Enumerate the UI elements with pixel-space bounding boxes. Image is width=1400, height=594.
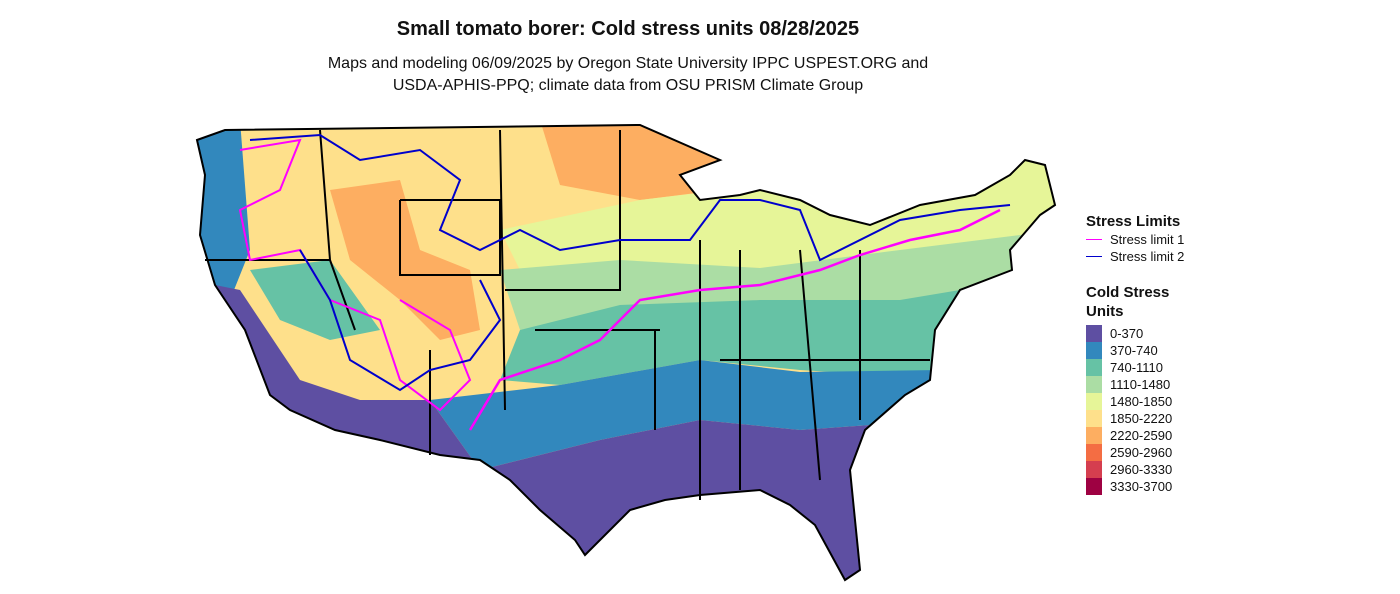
legend-label: 3330-3700 [1110, 479, 1173, 494]
legend-label: 1110-1480 [1110, 377, 1171, 392]
legend-swatch [1086, 478, 1102, 495]
legend-item: 1110-1480 [1086, 376, 1196, 393]
legend-label: 2220-2590 [1110, 428, 1173, 443]
map-fill [197, 125, 1055, 580]
legend-label: 2960-3330 [1110, 462, 1173, 477]
legend-item: 2590-2960 [1086, 444, 1196, 461]
legend-limits: Stress Limits Stress limit 1 Stress limit… [1086, 212, 1196, 265]
legend-swatch [1086, 342, 1102, 359]
legend-item: 740-1110 [1086, 359, 1196, 376]
legend-line [1086, 256, 1102, 257]
legend-title: Stress Limits [1086, 213, 1181, 230]
legend-swatch [1086, 410, 1102, 427]
legend-item: 2960-3330 [1086, 461, 1196, 478]
legend-units: Cold Stress Units 0-370 370-740 740-1110 11… [1086, 283, 1196, 495]
legend-item: 1480-1850 [1086, 393, 1196, 410]
legend-label: Stress limit 1 [1110, 232, 1185, 247]
stress-limit-1-contour [468, 208, 1001, 431]
legend-item: 3330-3700 [1086, 478, 1196, 495]
legend-item: 1850-2220 [1086, 410, 1196, 427]
title: Small tomato borer: Cold stress units 08… [396, 18, 860, 40]
legend-item: 2220-2590 [1086, 427, 1196, 444]
legend-item: 0-370 [1086, 325, 1196, 342]
stress-limit-2-contour [249, 133, 1011, 262]
legend-label: 1850-2220 [1110, 411, 1173, 426]
legend-swatch [1086, 325, 1102, 342]
legend-swatch [1086, 444, 1102, 461]
legend-label: 2590-2960 [1110, 445, 1173, 460]
legend-label: 0-370 [1110, 326, 1144, 341]
legend-title: Cold Stress Units [1086, 284, 1170, 320]
legend-swatch [1086, 427, 1102, 444]
legend-swatch [1086, 359, 1102, 376]
legend-label: 740-1110 [1110, 360, 1164, 375]
legend-swatch [1086, 393, 1102, 410]
stress-limit-2-contour [299, 249, 502, 392]
legend-item: Stress limit 1 [1086, 231, 1196, 248]
legend-item: 370-740 [1086, 342, 1196, 359]
legend-item: Stress limit 2 [1086, 248, 1196, 265]
legend-swatch [1086, 376, 1102, 393]
legend-label: 370-740 [1110, 343, 1158, 358]
legend-label: Stress limit 2 [1110, 249, 1185, 264]
legend-label: 1480-1850 [1110, 394, 1173, 409]
legend-items: 0-370 370-740 740-1110 1110-1480 1480-1850 18… [1086, 325, 1196, 495]
legend-line [1086, 239, 1102, 240]
subtitle: Maps and modeling 06/09/2025 by Oregon S… [327, 55, 929, 72]
legend-items: Stress limit 1 Stress limit 2 [1086, 231, 1196, 265]
subtitle: USDA-APHIS-PPQ; climate data from OSU PR… [392, 77, 864, 94]
legend-swatch [1086, 461, 1102, 478]
